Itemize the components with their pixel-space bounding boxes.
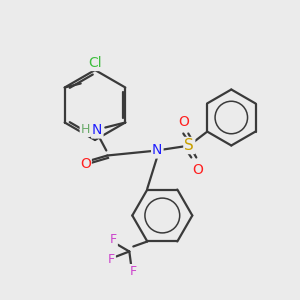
Text: F: F <box>110 233 117 246</box>
Text: Cl: Cl <box>88 56 102 70</box>
Text: F: F <box>108 253 115 266</box>
Text: S: S <box>184 138 194 153</box>
Text: F: F <box>130 265 137 278</box>
Text: O: O <box>178 115 189 128</box>
Text: N: N <box>92 124 103 137</box>
Text: O: O <box>192 163 203 176</box>
Text: O: O <box>80 157 91 170</box>
Text: N: N <box>152 143 163 158</box>
Text: H: H <box>81 123 90 136</box>
